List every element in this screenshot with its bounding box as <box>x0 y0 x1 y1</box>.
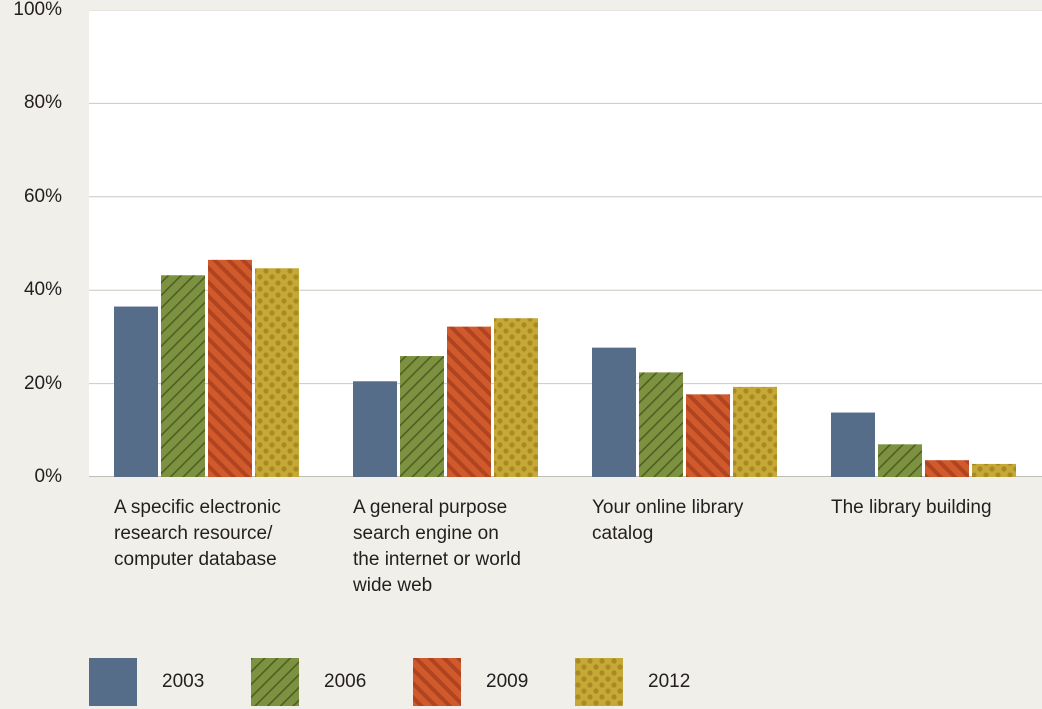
y-tick-label: 20% <box>23 372 62 394</box>
legend-swatch-2009 <box>413 658 461 706</box>
bar-2003-cat-2 <box>353 381 397 477</box>
bar-2006-cat-1 <box>161 275 205 477</box>
y-tick-label: 0% <box>34 466 62 487</box>
bar-2012-cat-2 <box>494 318 538 477</box>
bar-2012-cat-4 <box>972 463 1016 477</box>
x-category-label-line: Your online library <box>592 497 744 518</box>
x-category-label: A general purpose search engine on the int… <box>353 495 553 599</box>
legend-swatch-2003 <box>89 658 137 706</box>
y-tick-label: 80% <box>23 92 62 114</box>
x-category-label-line: wide web <box>353 575 433 596</box>
legend-label-2006: 2006 <box>324 671 367 692</box>
x-category-label-line: computer database <box>114 549 277 570</box>
bar-2009-cat-1 <box>208 259 252 477</box>
bar-2003-cat-4 <box>831 412 875 477</box>
bar-2003-cat-1 <box>114 306 158 477</box>
legend-swatch-2006 <box>251 658 299 706</box>
bar-2003-cat-3 <box>592 347 636 477</box>
bars <box>114 259 1016 477</box>
chart-plot-area <box>89 9 1042 477</box>
x-category-label-line: research resource/ <box>114 523 273 544</box>
bar-2009-cat-3 <box>686 394 730 477</box>
legend-label-2012: 2012 <box>648 671 691 692</box>
bar-2006-cat-2 <box>400 356 444 477</box>
x-category-label: The library building <box>831 495 1031 521</box>
x-category-label-line: A specific electronic <box>114 497 281 518</box>
x-category-label-line: search engine on <box>353 523 499 544</box>
y-tick-label: 100% <box>13 0 62 20</box>
legend-swatch-2012 <box>575 658 623 706</box>
y-tick-label: 60% <box>23 185 62 207</box>
legend-label-2003: 2003 <box>162 671 205 692</box>
bar-2009-cat-4 <box>925 460 969 477</box>
legend-label-2009: 2009 <box>486 671 529 692</box>
bar-2012-cat-1 <box>255 268 299 477</box>
x-category-label-line: The library building <box>831 497 992 518</box>
bar-2006-cat-3 <box>639 372 683 477</box>
x-category-label: A specific electronic research resource/c… <box>114 495 314 573</box>
bar-2012-cat-3 <box>733 386 777 477</box>
x-category-label-line: catalog <box>592 523 654 544</box>
bar-2009-cat-2 <box>447 326 491 477</box>
x-category-label-line: the internet or world <box>353 549 521 570</box>
bar-chart <box>89 9 1042 477</box>
x-category-label: Your online library catalog <box>592 495 792 547</box>
x-category-label-line: A general purpose <box>353 497 508 518</box>
bar-2006-cat-4 <box>878 444 922 477</box>
y-tick-label: 40% <box>23 279 62 301</box>
